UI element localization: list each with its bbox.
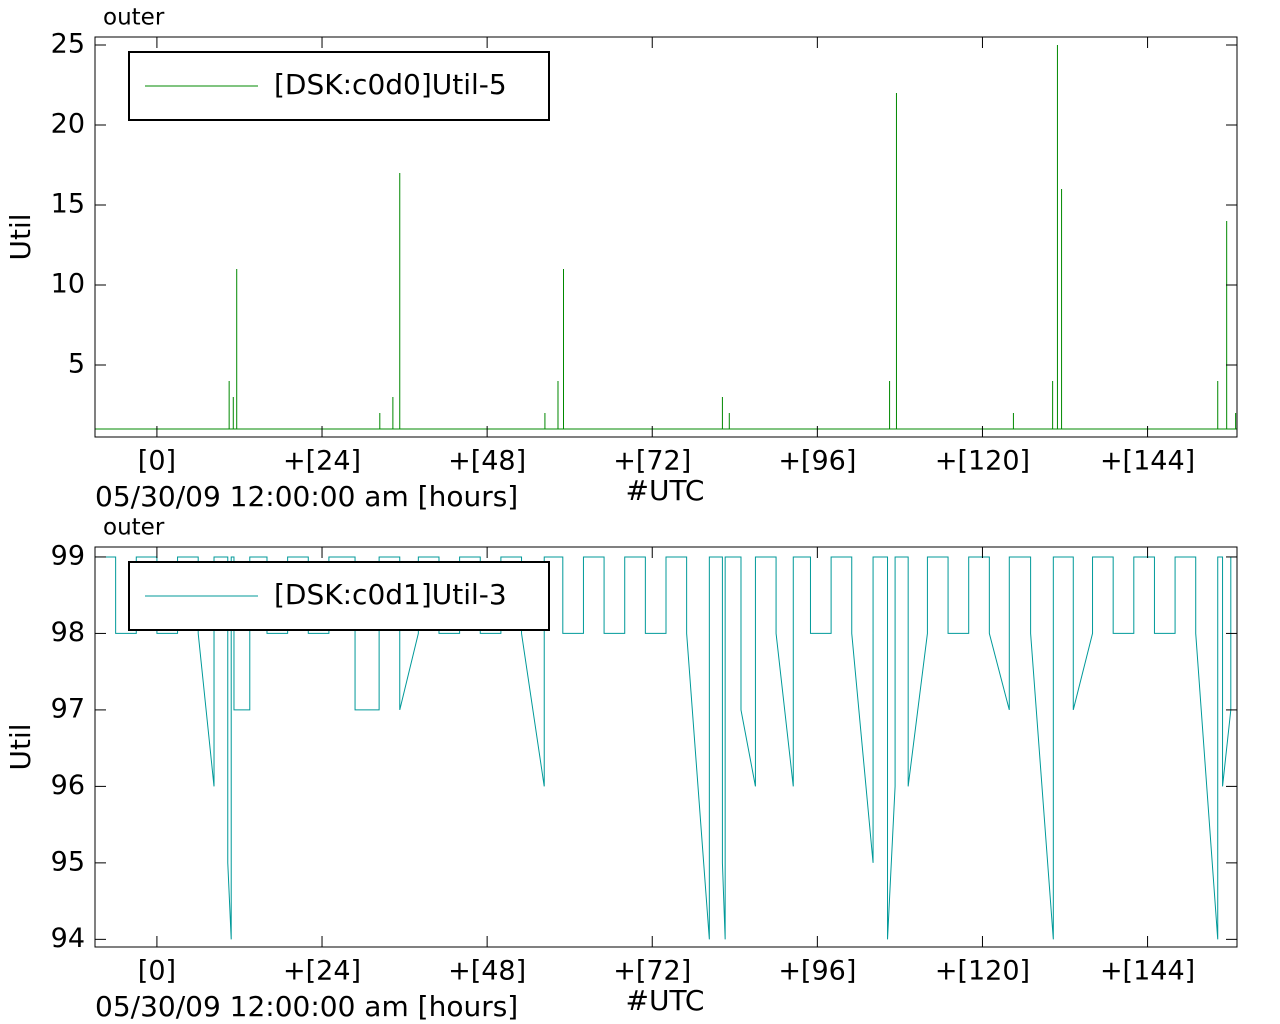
chart-panel: outer Util 05/30/09 12:00:00 am [hours] #UT… [4,5,1238,513]
y-tick-label: 99 [51,540,85,571]
x-tick-label: +[24] [283,956,361,987]
y-tick-label: 96 [51,770,85,801]
y-axis-label: Util [4,213,37,260]
y-tick-label: 15 [51,189,85,220]
x-tick-label: +[144] [1100,446,1195,477]
x-axis-label: 05/30/09 12:00:00 am [hours] [95,990,518,1023]
chart-title: outer [103,515,165,541]
x-tick-label: +[24] [283,446,361,477]
x-axis-note: #UTC [626,984,705,1017]
x-tick-label: +[72] [613,956,691,987]
chart-panel: outer Util 05/30/09 12:00:00 am [hours] #UT… [4,515,1238,1023]
series-line [95,45,1237,430]
x-tick-label: +[96] [778,446,856,477]
y-tick-label: 10 [51,269,85,300]
y-tick-label: 95 [51,846,85,877]
x-tick-label: +[48] [448,446,526,477]
x-axis-label: 05/30/09 12:00:00 am [hours] [95,480,518,513]
x-tick-label: +[120] [935,956,1030,987]
y-tick-label: 5 [68,349,85,380]
x-tick-label: +[48] [448,956,526,987]
legend-label: [DSK:c0d1]Util-3 [274,578,507,611]
series-line [95,556,1237,940]
x-tick-label: +[96] [778,956,856,987]
y-tick-label: 98 [51,617,85,648]
plot-area [95,45,1237,430]
plot-area [95,556,1237,940]
y-axis-label: Util [4,723,37,770]
x-tick-label: +[72] [613,446,691,477]
legend-label: [DSK:c0d0]Util-5 [274,68,507,101]
plot-frame [94,36,1238,438]
chart-title: outer [103,5,165,31]
y-tick-label: 25 [51,29,85,60]
x-tick-label: +[144] [1100,956,1195,987]
x-tick-label: [0] [138,446,176,477]
y-tick-label: 20 [51,109,85,140]
x-tick-label: [0] [138,956,176,987]
y-tick-label: 94 [51,923,85,954]
y-tick-label: 97 [51,693,85,724]
x-axis-note: #UTC [626,474,705,507]
plot-frame [94,546,1238,948]
x-tick-label: +[120] [935,446,1030,477]
